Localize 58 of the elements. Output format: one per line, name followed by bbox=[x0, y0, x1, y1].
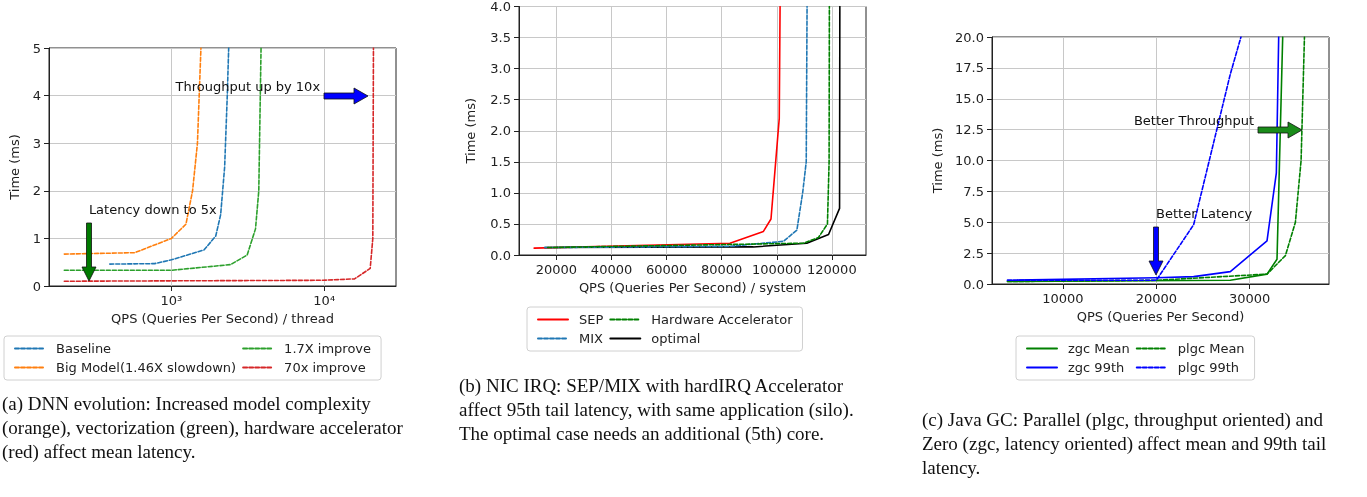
legend-label: plgc 99th bbox=[1177, 360, 1240, 375]
y-axis-title: Time (ms) bbox=[463, 97, 478, 165]
y-tick-label: 0.5 bbox=[490, 216, 511, 232]
y-tick-label: 0 bbox=[32, 278, 41, 294]
y-tick-label: 15.0 bbox=[955, 91, 984, 107]
y-tick-label: 10.0 bbox=[955, 153, 984, 168]
text: (b) NIC IRQ: SEP/MIX with hardIRQ Accelerator affect 95th tail latency, with same application (silo). The optimal case needs an additional (5th) core. bbox=[459, 374, 855, 446]
legend-label: zgc Mean bbox=[1068, 341, 1130, 356]
legend-label: 1.7X improve bbox=[284, 341, 372, 356]
y-tick-label: 5.0 bbox=[963, 214, 984, 230]
y-tick-label: 5 bbox=[32, 40, 41, 56]
y-tick-label: 3 bbox=[32, 135, 41, 151]
annotation: Latency down to 5x bbox=[88, 202, 217, 218]
y-tick-label: 0.0 bbox=[963, 276, 984, 292]
y-tick-label: 4.0 bbox=[490, 0, 511, 14]
x-tick-label: 60000 bbox=[645, 262, 688, 277]
y-tick-label: 7.5 bbox=[963, 183, 984, 199]
legend-label: SEP bbox=[579, 312, 604, 327]
x-tick-label: 30000 bbox=[1228, 291, 1271, 306]
x-tick-label: 10⁴ bbox=[313, 293, 336, 308]
legend-label: zgc 99th bbox=[1068, 360, 1125, 375]
x-tick-label: 100000 bbox=[751, 262, 802, 277]
y-tick-label: 17.5 bbox=[955, 60, 984, 76]
annotation: Better Throughput bbox=[1133, 112, 1255, 128]
x-tick-label: 20000 bbox=[1135, 291, 1177, 306]
y-tick-label: 4 bbox=[32, 88, 41, 104]
y-axis-title: Time (ms) bbox=[930, 127, 946, 195]
x-axis-title: QPS (Queries Per Second) / thread bbox=[111, 310, 334, 326]
x-tick-label: 10000 bbox=[1042, 291, 1084, 306]
x-tick-label: 40000 bbox=[590, 262, 633, 277]
legend-label: plgc Mean bbox=[1177, 341, 1245, 356]
y-tick-label: 2.5 bbox=[490, 92, 511, 108]
x-axis-title: QPS (Queries Per Second) / system bbox=[578, 279, 807, 295]
y-tick-label: 2.0 bbox=[490, 123, 511, 139]
x-tick-label: 10³ bbox=[160, 293, 183, 308]
legend-label: Baseline bbox=[56, 341, 112, 356]
y-tick-label: 3.5 bbox=[490, 30, 511, 46]
legend-label: Big Model(1.46X slowdown) bbox=[56, 360, 237, 375]
y-axis-title: Time (ms) bbox=[7, 134, 22, 201]
y-tick-label: 12.5 bbox=[955, 122, 984, 138]
y-tick-label: 1.0 bbox=[490, 185, 511, 201]
y-tick-label: 3.0 bbox=[490, 61, 511, 77]
y-tick-label: 20.0 bbox=[955, 29, 984, 45]
y-tick-label: 1 bbox=[32, 230, 41, 246]
x-tick-label: 120000 bbox=[807, 262, 857, 277]
text: (a) DNN evolution: Increased model complexity (orange), vectorization (green), hardware accelerator (red) affect mean latency. bbox=[2, 392, 404, 464]
legend-label: 70x improve bbox=[284, 360, 366, 375]
legend-label: optimal bbox=[651, 331, 701, 346]
y-tick-label: 2.5 bbox=[963, 245, 984, 261]
y-tick-label: 1.5 bbox=[490, 154, 511, 170]
text: (c) Java GC: Parallel (plgc, throughput oriented) and Zero (zgc, latency oriented) affect mean and 99th tail latency. bbox=[922, 408, 1328, 480]
x-axis-title: QPS (Queries Per Second) bbox=[1076, 308, 1245, 324]
legend-label: MIX bbox=[579, 331, 604, 346]
x-tick-label: 20000 bbox=[535, 262, 578, 277]
legend-label: Hardware Accelerator bbox=[651, 312, 794, 327]
y-tick-label: 2 bbox=[32, 183, 41, 199]
y-tick-label: 0.0 bbox=[490, 247, 511, 263]
x-tick-label: 80000 bbox=[701, 262, 743, 277]
